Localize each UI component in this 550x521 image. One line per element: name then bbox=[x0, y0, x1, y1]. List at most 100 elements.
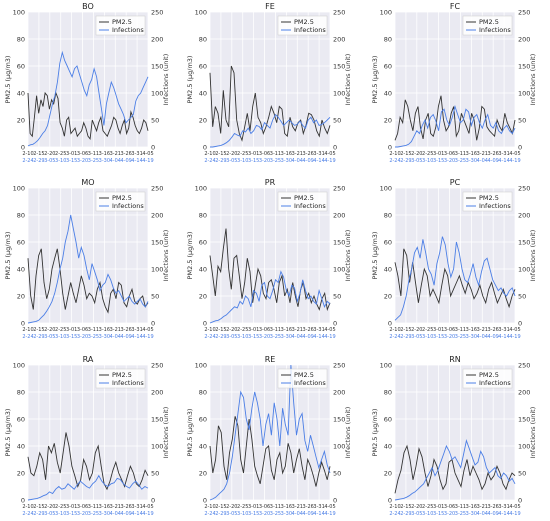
x-tick-label-infections: 4-19 bbox=[142, 511, 153, 517]
x-tick-label-pm25: 3-26 bbox=[121, 327, 132, 333]
right-tick-label: 150 bbox=[518, 63, 530, 71]
x-tick-label-infections: 3-05 bbox=[226, 158, 237, 164]
x-tick-label-infections: 4-09 bbox=[488, 511, 499, 517]
x-tick-label-infections: 3-15 bbox=[248, 334, 259, 340]
x-tick-label-infections: 3-10 bbox=[55, 158, 66, 164]
x-tick-label-pm25: 3-01 bbox=[66, 151, 77, 157]
x-tick-label-infections: 3-20 bbox=[444, 334, 455, 340]
x-tick-label-infections: 3-15 bbox=[248, 158, 259, 164]
x-tick-label-infections: 4-14 bbox=[131, 334, 142, 340]
x-tick-label-infections: 3-15 bbox=[433, 511, 444, 517]
series-line-infections bbox=[394, 236, 516, 321]
right-axis-label: Infections (unit) bbox=[529, 54, 537, 105]
left-tick-label: 80 bbox=[17, 212, 25, 220]
right-axis-label: Infections (unit) bbox=[344, 407, 352, 458]
left-tick-label: 60 bbox=[17, 63, 25, 71]
right-tick-label: 200 bbox=[333, 389, 345, 397]
x-tick-label-infections: 4-04 bbox=[477, 334, 488, 340]
x-tick-label-infections: 4-19 bbox=[509, 158, 520, 164]
x-tick-label-pm25: 2-20 bbox=[226, 504, 237, 510]
x-tick-label-pm25: 3-21 bbox=[292, 327, 303, 333]
x-tick-label-infections: 3-20 bbox=[77, 158, 88, 164]
legend-label-infections: Infections bbox=[112, 379, 144, 387]
x-tick-label-infections: 3-05 bbox=[411, 158, 422, 164]
x-tick-label-pm25: 2-25 bbox=[422, 327, 433, 333]
x-tick-label-infections: 3-30 bbox=[99, 511, 110, 517]
x-tick-label-infections: 3-25 bbox=[88, 334, 99, 340]
x-tick-label-pm25: 3-11 bbox=[88, 504, 99, 510]
left-tick-label: 0 bbox=[21, 144, 25, 152]
right-tick-label: 150 bbox=[333, 239, 345, 247]
left-tick-label: 80 bbox=[199, 212, 207, 220]
x-tick-label-pm25: 3-16 bbox=[281, 151, 292, 157]
panel-title: RA bbox=[83, 355, 94, 364]
right-tick-label: 250 bbox=[151, 362, 163, 370]
x-tick-label-pm25: 2-10 bbox=[389, 504, 400, 510]
left-axis-label: PM2.5 (μg/m3) bbox=[371, 409, 379, 457]
right-tick-label: 150 bbox=[518, 239, 530, 247]
panel-title: RN bbox=[449, 355, 461, 364]
x-tick-label-pm25: 3-31 bbox=[131, 327, 142, 333]
right-tick-label: 100 bbox=[333, 90, 345, 98]
right-tick-label: 0 bbox=[518, 497, 522, 505]
x-tick-label-pm25: 2-25 bbox=[237, 327, 248, 333]
x-tick-label-infections: 4-09 bbox=[488, 158, 499, 164]
right-tick-label: 200 bbox=[518, 212, 530, 220]
left-tick-label: 40 bbox=[199, 266, 207, 274]
left-tick-label: 0 bbox=[388, 497, 392, 505]
right-tick-label: 200 bbox=[333, 212, 345, 220]
right-tick-label: 100 bbox=[518, 443, 530, 451]
right-tick-label: 0 bbox=[518, 320, 522, 328]
right-tick-label: 200 bbox=[151, 212, 163, 220]
x-tick-label-pm25: 3-11 bbox=[455, 327, 466, 333]
x-tick-label-pm25: 3-21 bbox=[110, 151, 121, 157]
left-axis-label: PM2.5 (μg/m3) bbox=[371, 232, 379, 280]
right-tick-label: 0 bbox=[151, 144, 155, 152]
left-tick-label: 20 bbox=[384, 293, 392, 301]
x-tick-label-infections: 4-09 bbox=[303, 334, 314, 340]
left-tick-label: 20 bbox=[17, 293, 25, 301]
x-tick-label-pm25: 3-06 bbox=[77, 504, 88, 510]
left-tick-label: 40 bbox=[384, 443, 392, 451]
left-tick-label: 60 bbox=[17, 239, 25, 247]
left-tick-label: 20 bbox=[384, 117, 392, 125]
x-tick-label-infections: 2-29 bbox=[33, 511, 44, 517]
x-tick-label-infections: 4-04 bbox=[110, 334, 121, 340]
left-tick-label: 40 bbox=[384, 266, 392, 274]
x-tick-label-pm25: 3-01 bbox=[66, 504, 77, 510]
x-tick-label-infections: 3-30 bbox=[466, 334, 477, 340]
x-tick-label-infections: 2-29 bbox=[33, 158, 44, 164]
x-tick-label-pm25: 3-11 bbox=[270, 504, 281, 510]
x-tick-label-pm25: 2-15 bbox=[33, 327, 44, 333]
x-tick-label-pm25: 3-31 bbox=[498, 504, 509, 510]
x-tick-label-infections: 4-04 bbox=[477, 158, 488, 164]
right-tick-label: 50 bbox=[151, 470, 159, 478]
x-tick-label-pm25: 3-26 bbox=[488, 327, 499, 333]
x-tick-label-pm25: 2-10 bbox=[389, 151, 400, 157]
x-tick-label-infections: 3-10 bbox=[422, 511, 433, 517]
x-tick-label-infections: 3-25 bbox=[270, 158, 281, 164]
x-tick-label-pm25: 3-26 bbox=[303, 151, 314, 157]
left-tick-label: 80 bbox=[384, 36, 392, 44]
x-tick-label-pm25: 4-05 bbox=[509, 504, 520, 510]
x-tick-label-pm25: 3-11 bbox=[455, 151, 466, 157]
x-tick-label-pm25: 2-15 bbox=[400, 151, 411, 157]
x-tick-label-infections: 4-09 bbox=[303, 158, 314, 164]
x-tick-label-infections: 3-25 bbox=[88, 158, 99, 164]
legend-label-infections: Infections bbox=[479, 26, 511, 34]
x-tick-label-pm25: 2-15 bbox=[215, 504, 226, 510]
x-tick-label-pm25: 3-16 bbox=[99, 327, 110, 333]
legend-label-pm25: PM2.5 bbox=[479, 194, 499, 202]
x-tick-label-infections: 3-30 bbox=[99, 334, 110, 340]
x-tick-label-pm25: 3-06 bbox=[259, 504, 270, 510]
x-tick-label-infections: 2-24 bbox=[389, 511, 400, 517]
series-line-pm25 bbox=[209, 228, 331, 312]
right-axis-label: Infections (unit) bbox=[344, 54, 352, 105]
x-tick-label-infections: 3-15 bbox=[433, 334, 444, 340]
left-tick-label: 0 bbox=[21, 320, 25, 328]
x-tick-label-pm25: 3-21 bbox=[292, 151, 303, 157]
right-tick-label: 100 bbox=[333, 443, 345, 451]
